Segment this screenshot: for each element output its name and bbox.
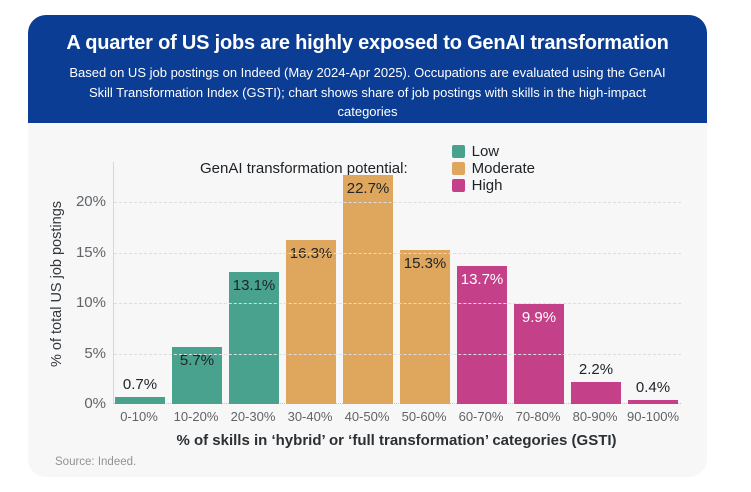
bar-value-label: 2.2% [578, 360, 614, 378]
bar-80-90% [571, 381, 621, 404]
x-tick-label: 10-20% [173, 409, 219, 424]
y-axis-ticks: 0% 5% 10% 15% 20% [28, 162, 106, 412]
x-tick-label: 60-70% [458, 409, 504, 424]
legend-swatch-icon [451, 179, 465, 192]
x-tick-label: 50-60% [401, 409, 447, 424]
legend-label: Low [471, 143, 500, 160]
bar-slot-70-80%: 9.9% [514, 162, 564, 404]
x-tick-label: 70-80% [515, 409, 561, 424]
chart-legend: GenAI transformation potential: Low Moder… [28, 143, 707, 194]
page-title: A quarter of US jobs are highly exposed … [66, 32, 669, 54]
bar-value-label: 15.3% [403, 254, 447, 272]
y-tick-label: 15% [75, 243, 106, 261]
legend-items: Low Moderate High [428, 143, 535, 194]
legend-swatch-icon [451, 162, 465, 175]
y-tick-label: 0% [84, 395, 106, 412]
x-tick-label: 90-100% [627, 409, 680, 424]
legend-label: High [471, 177, 503, 194]
x-tick-label: 0-10% [120, 409, 158, 424]
bar-value-label: 0.7% [122, 375, 158, 393]
bar-slot-0-10%: 0.7% [115, 162, 165, 404]
source-note: Source: Indeed. [55, 456, 137, 468]
header-banner: A quarter of US jobs are highly exposed … [28, 15, 707, 123]
bar-50-60% [400, 249, 450, 404]
y-tick-label: 10% [75, 294, 106, 312]
y-tick-label: 20% [75, 193, 106, 211]
bar-90-100% [628, 399, 678, 404]
bar-slot-60-70%: 13.7% [457, 162, 507, 404]
bar-slot-80-90%: 2.2% [571, 162, 621, 404]
infographic-card: A quarter of US jobs are highly exposed … [28, 15, 707, 477]
x-tick-label: 80-90% [572, 409, 618, 424]
x-tick-label: 40-50% [344, 409, 390, 424]
x-axis-title: % of skills in ‘hybrid’ or ‘full transfo… [176, 432, 617, 449]
legend-item-high: High [451, 177, 535, 194]
bar-value-label: 22.7% [346, 180, 390, 198]
bar-30-40% [286, 239, 336, 404]
bar-slot-40-50%: 22.7% [343, 162, 393, 404]
gridline-5 [114, 353, 681, 355]
bar-slot-90-100%: 0.4% [628, 162, 678, 404]
bar-60-70% [457, 265, 507, 404]
x-axis-ticks: 0-10% 10-20% 20-30% 30-40% 40-50% 50-60% 60-70… [114, 409, 680, 424]
gridline-20 [114, 202, 681, 204]
legend-item-low: Low [451, 143, 535, 160]
legend-label: Moderate [471, 160, 535, 177]
plot-area: 0.7% 5.7% 13.1% 16.3% 22.7% 15.3% 13.7% 9.9% 2.2… [113, 162, 681, 404]
bar-slot-10-20%: 5.7% [172, 162, 222, 404]
x-tick-label: 30-40% [287, 409, 333, 424]
x-axis-baseline [114, 403, 681, 404]
bar-slot-50-60%: 15.3% [400, 162, 450, 404]
bar-value-label: 13.1% [232, 276, 276, 294]
bar-value-label: 9.9% [521, 309, 557, 327]
page-subtitle: Based on US job postings on Indeed (May … [69, 65, 666, 119]
bar-value-label: 13.7% [460, 270, 504, 288]
bar-20-30% [229, 271, 279, 404]
gridline-15 [114, 252, 681, 254]
bar-slot-20-30%: 13.1% [229, 162, 279, 404]
bars-row: 0.7% 5.7% 13.1% 16.3% 22.7% 15.3% 13.7% 9.9% 2.2… [115, 162, 681, 404]
bar-value-label: 0.4% [635, 378, 671, 396]
y-tick-label: 5% [84, 344, 106, 362]
legend-item-moderate: Moderate [451, 160, 535, 177]
bar-10-20% [172, 346, 222, 404]
bar-slot-30-40%: 16.3% [286, 162, 336, 404]
bar-40-50% [343, 175, 393, 404]
legend-title: GenAI transformation potential: [200, 160, 408, 177]
gridline-10 [114, 303, 681, 305]
bar-0-10% [115, 396, 165, 404]
legend-swatch-icon [451, 145, 465, 158]
x-tick-label: 20-30% [230, 409, 276, 424]
bar-value-label: 5.7% [179, 351, 215, 369]
